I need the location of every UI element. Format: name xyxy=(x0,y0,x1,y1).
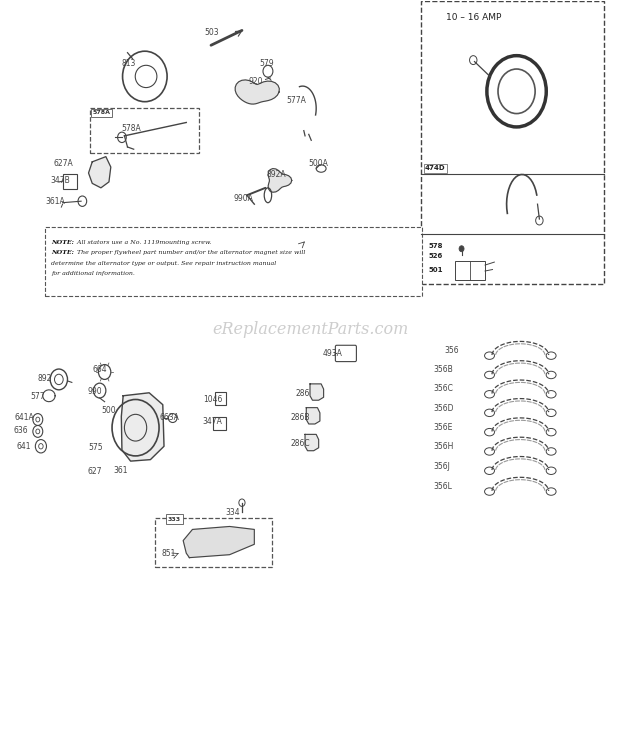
Polygon shape xyxy=(268,169,292,192)
Bar xyxy=(455,260,485,280)
Text: 347A: 347A xyxy=(202,417,222,426)
FancyBboxPatch shape xyxy=(45,227,422,295)
Polygon shape xyxy=(183,527,254,558)
Polygon shape xyxy=(122,393,164,461)
Text: 578A: 578A xyxy=(122,124,141,133)
Text: 664: 664 xyxy=(92,365,107,374)
Text: 356B: 356B xyxy=(434,365,453,374)
Text: 500: 500 xyxy=(101,405,115,415)
Polygon shape xyxy=(89,157,111,187)
Text: for additional information.: for additional information. xyxy=(51,271,135,276)
Text: The proper flywheel part number and/or the alternator magnet size will: The proper flywheel part number and/or t… xyxy=(75,250,305,255)
Text: 990: 990 xyxy=(87,388,102,397)
Text: All stators use a No. 1119mounting screw.: All stators use a No. 1119mounting screw… xyxy=(75,240,211,245)
Text: 356J: 356J xyxy=(434,461,451,470)
Text: 577: 577 xyxy=(30,392,45,401)
Text: 627A: 627A xyxy=(53,158,73,167)
Text: 577A: 577A xyxy=(286,96,306,105)
FancyBboxPatch shape xyxy=(90,109,199,153)
Text: 361A: 361A xyxy=(45,197,65,206)
Text: 501: 501 xyxy=(429,268,443,274)
Text: 920: 920 xyxy=(248,77,263,86)
Bar xyxy=(63,174,78,188)
Text: 286: 286 xyxy=(295,389,309,398)
Polygon shape xyxy=(310,384,324,400)
Text: NOTE:: NOTE: xyxy=(51,250,74,255)
Text: 347B: 347B xyxy=(50,176,70,185)
Text: 892A: 892A xyxy=(267,170,286,179)
Text: 474D: 474D xyxy=(425,165,446,172)
Text: 356E: 356E xyxy=(434,423,453,432)
Text: 579: 579 xyxy=(259,59,274,68)
Bar xyxy=(422,1,604,284)
Text: 286C: 286C xyxy=(290,439,310,449)
Text: 892: 892 xyxy=(38,374,52,383)
Text: 990A: 990A xyxy=(233,194,253,203)
Text: 356H: 356H xyxy=(434,442,454,451)
Text: 500A: 500A xyxy=(309,158,329,167)
Circle shape xyxy=(459,246,464,251)
Text: 286B: 286B xyxy=(290,412,310,422)
Text: 356L: 356L xyxy=(434,482,453,491)
Text: 641: 641 xyxy=(16,442,30,451)
Text: 641A: 641A xyxy=(14,413,34,423)
FancyBboxPatch shape xyxy=(155,519,272,568)
Text: 627: 627 xyxy=(87,467,102,476)
Text: 356: 356 xyxy=(445,346,459,355)
Text: 578: 578 xyxy=(429,243,443,248)
Bar xyxy=(215,392,226,405)
Text: 361: 361 xyxy=(113,466,128,475)
Text: 333: 333 xyxy=(168,516,181,522)
Text: 493A: 493A xyxy=(322,349,342,358)
Text: 1046: 1046 xyxy=(203,395,223,404)
Text: 575: 575 xyxy=(89,443,103,452)
Polygon shape xyxy=(235,80,279,104)
Text: 526: 526 xyxy=(429,253,443,259)
Text: 851: 851 xyxy=(162,549,176,558)
Text: 663A: 663A xyxy=(159,413,179,423)
Polygon shape xyxy=(306,408,320,424)
Text: 636: 636 xyxy=(13,426,28,435)
Text: 356C: 356C xyxy=(434,385,454,394)
Polygon shape xyxy=(305,434,319,451)
Text: 578A: 578A xyxy=(92,110,110,115)
Text: 503: 503 xyxy=(205,28,219,37)
Text: eReplacementParts.com: eReplacementParts.com xyxy=(212,321,408,339)
Text: 334: 334 xyxy=(226,507,241,516)
Text: 10 – 16 AMP: 10 – 16 AMP xyxy=(446,13,502,22)
Text: 356D: 356D xyxy=(434,403,454,413)
Bar xyxy=(213,417,226,430)
Text: NOTE:: NOTE: xyxy=(51,240,74,245)
Text: determine the alternator type or output. See repair instruction manual: determine the alternator type or output.… xyxy=(51,260,277,266)
Text: 813: 813 xyxy=(122,59,136,68)
